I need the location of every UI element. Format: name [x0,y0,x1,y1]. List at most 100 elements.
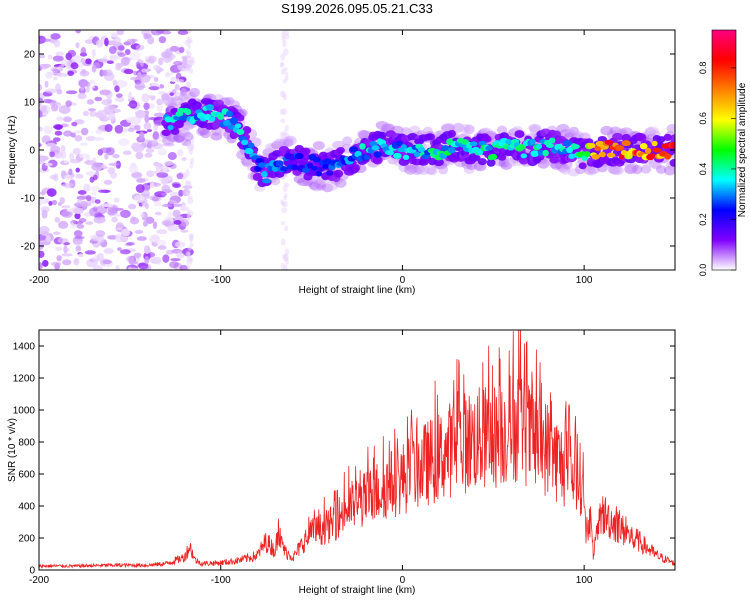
heatmap-cell [611,165,624,176]
heatmap-cell [75,42,80,49]
heatmap-cell [51,199,58,206]
snr-ylabel: SNR (10 * v/v) [7,418,18,482]
heatmap-cell [349,146,359,153]
heatmap-cell [76,223,85,229]
heatmap-cell [187,144,194,152]
heatmap-cell [57,237,67,244]
heatmap-cell [373,151,382,158]
heatmap-cell [281,221,286,226]
heatmap-cell [117,52,126,57]
heatmap-cell [612,132,624,141]
heatmap-cell [145,248,152,253]
snr-y-tick-label: 800 [18,438,35,449]
heatmap-cell [131,38,136,45]
heatmap-cell [59,197,65,205]
colorbar: 0.0 0.2 0.4 0.6 0.8 Normalized spectral ampl… [698,29,748,276]
heatmap-cell [75,173,84,179]
heatmap-cell [186,180,192,188]
heatmap-cell [262,178,271,184]
heatmap-cell [160,192,167,196]
heatmap-cell [185,48,190,55]
heatmap-cell [170,127,180,135]
heatmap-cell [157,148,167,156]
heatmap-cell [39,105,47,112]
heatmap-cell [85,58,92,65]
heatmap-cell [53,231,61,235]
heatmap-cell [180,229,189,233]
heatmap-cell [174,83,180,91]
heatmap-cell [95,230,106,238]
heatmap-cell [77,190,87,195]
heatmap-cell [135,151,144,160]
heatmap-cell [518,156,529,165]
heatmap-cell [53,76,58,81]
heatmap-cell [153,112,165,118]
heatmap-cell [187,251,191,258]
heatmap-cell [283,193,288,199]
heatmap-cell [189,56,195,64]
heatmap-cell [156,103,163,113]
heatmap-cell [44,80,49,88]
heatmap-cell [45,88,58,94]
heatmap-cell [108,112,116,121]
heatmap-cell [444,123,456,132]
heatmap-cell [79,142,89,146]
heatmap-cell [39,250,45,259]
colorbar-tick-label: 0.2 [698,213,708,226]
heatmap-cell [104,37,109,47]
heatmap-cell [135,110,146,119]
snr-frame [38,329,676,571]
heatmap-cell [400,144,407,150]
spectrogram-xlabel: Height of straight line (km) [299,285,416,296]
heatmap-cell [39,143,42,147]
heatmap-cell [173,203,183,207]
snr-x-tick-label: 100 [576,575,593,586]
heatmap-cell [106,60,114,65]
heatmap-cell [260,171,268,178]
heatmap-cell [77,92,86,100]
heatmap-cell [189,157,195,165]
heatmap-cell [65,52,73,61]
heatmap-cell [43,125,53,135]
heatmap-cell [65,60,72,70]
heatmap-cell [275,160,284,167]
heatmap-cell [60,58,67,67]
heatmap-cell [120,56,130,66]
heatmap-cell [169,261,179,269]
heatmap-cell [156,30,165,34]
heatmap-cell [168,200,178,205]
heatmap-cell [225,110,233,118]
heatmap-cell [97,149,103,156]
heatmap-cell [300,147,311,155]
heatmap-cell [283,225,289,232]
heatmap-cell [96,39,104,48]
heatmap-cell [152,130,159,140]
heatmap-cell [112,80,118,87]
heatmap-cell [131,142,142,151]
heatmap-cell [566,146,574,154]
heatmap-cell [101,69,108,77]
heatmap-cell [123,41,132,46]
heatmap-cell [649,153,656,159]
heatmap-cell [67,70,74,76]
heatmap-cell [126,241,135,246]
heatmap-cell [594,146,602,151]
heatmap-cell [85,81,91,88]
heatmap-cell [189,242,194,247]
snr-line [39,330,675,569]
heatmap-cell [257,162,267,168]
heatmap-cell [144,114,150,123]
heatmap-cell [548,137,556,144]
heatmap-cell [60,150,67,160]
heatmap-cell [84,39,95,44]
heatmap-cell [241,139,249,146]
heatmap-cell [178,46,185,53]
heatmap-cell [104,153,109,160]
heatmap-cell [130,172,142,178]
heatmap-cell [283,184,288,193]
heatmap-cell [517,144,526,150]
heatmap-cell [440,145,450,152]
heatmap-cell [101,99,112,106]
heatmap-cell [144,56,149,60]
